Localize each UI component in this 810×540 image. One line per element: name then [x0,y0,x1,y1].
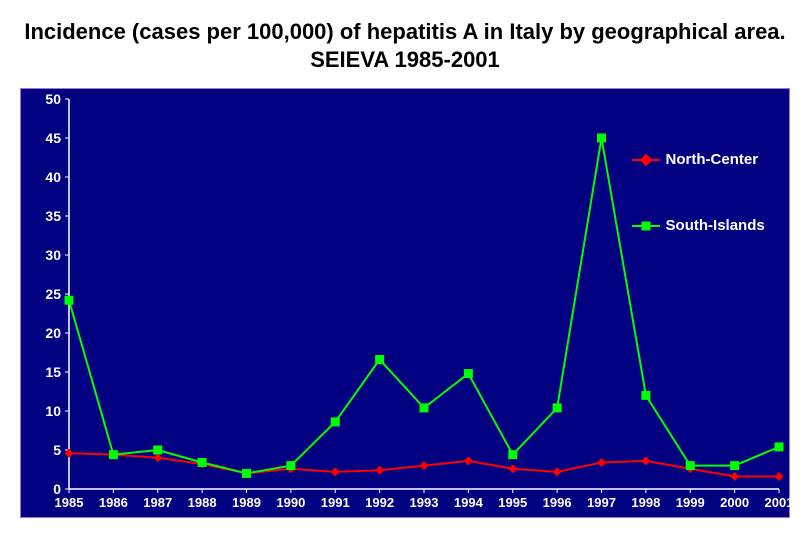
x-tick-label: 1985 [55,495,84,510]
y-tick-label: 25 [27,286,61,302]
x-tick-label: 1986 [99,495,128,510]
x-tick-label: 1990 [276,495,305,510]
chart-container: 0510152025303540455019851986198719881989… [20,88,790,518]
y-tick-label: 45 [27,130,61,146]
y-tick-label: 35 [27,208,61,224]
legend-label: South-Islands [666,217,765,234]
x-tick-label: 1991 [321,495,350,510]
x-tick-label: 1989 [232,495,261,510]
x-tick-label: 1995 [498,495,527,510]
x-tick-label: 1999 [676,495,705,510]
legend-label: North-Center [666,151,759,168]
square-icon [632,220,660,232]
chart-title: Incidence (cases per 100,000) of hepatit… [0,18,810,73]
x-tick-label: 1993 [410,495,439,510]
x-tick-label: 2000 [720,495,749,510]
y-tick-label: 10 [27,403,61,419]
x-tick-label: 1994 [454,495,483,510]
x-tick-label: 1996 [543,495,572,510]
y-tick-label: 30 [27,247,61,263]
legend-item: South-Islands [632,217,765,234]
y-tick-label: 40 [27,169,61,185]
x-tick-label: 1988 [188,495,217,510]
diamond-icon [632,154,660,166]
slide: Incidence (cases per 100,000) of hepatit… [0,0,810,540]
y-tick-label: 50 [27,91,61,107]
x-tick-label: 1987 [143,495,172,510]
legend-item: North-Center [632,151,759,168]
x-tick-label: 1998 [631,495,660,510]
y-tick-label: 20 [27,325,61,341]
x-tick-label: 1992 [365,495,394,510]
x-tick-label: 1997 [587,495,616,510]
x-tick-label: 2001 [765,495,794,510]
y-tick-label: 15 [27,364,61,380]
y-tick-label: 5 [27,442,61,458]
